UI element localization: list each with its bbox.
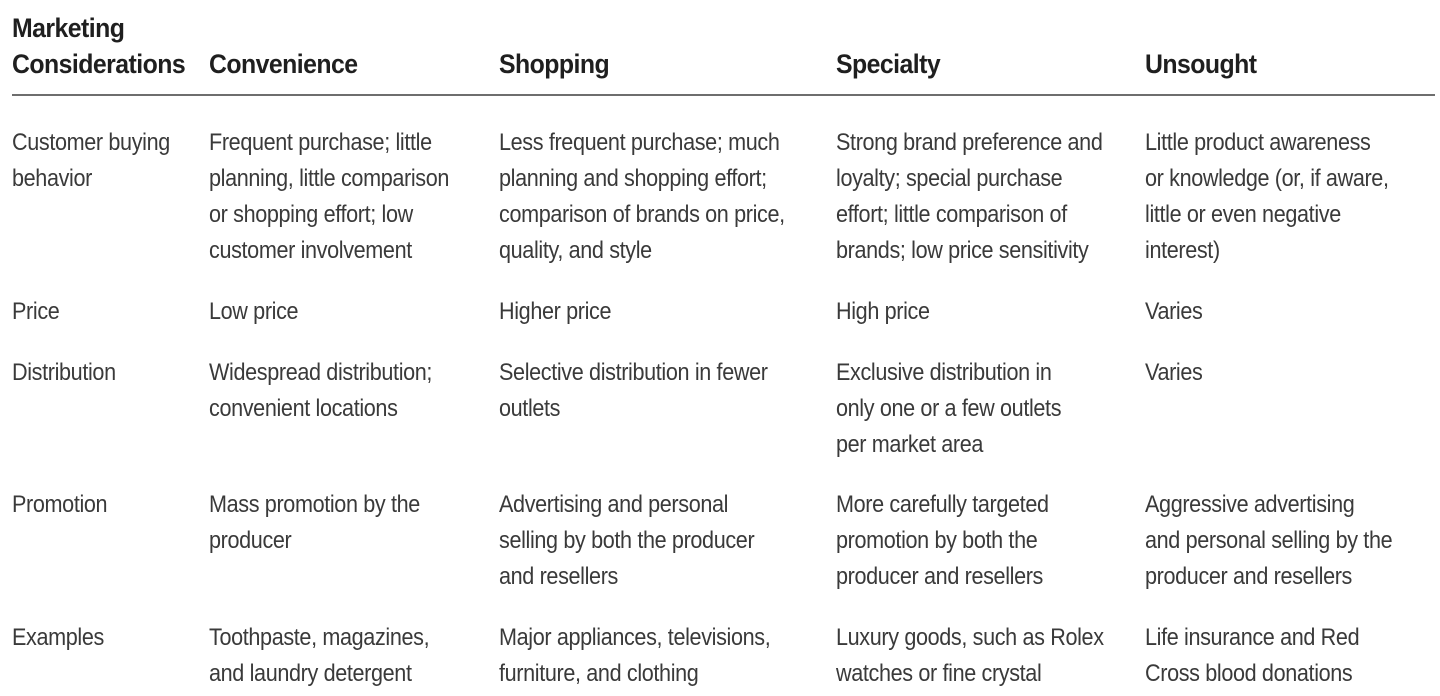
- cell-line: effort; little comparison of: [836, 201, 1067, 228]
- cell-line: Aggressive advertising: [1145, 491, 1355, 518]
- cell-line: Toothpaste, magazines,: [209, 624, 430, 651]
- cell-line: and personal selling by the: [1145, 527, 1393, 554]
- cell-line: producer: [209, 527, 292, 554]
- cell-line: Selective distribution in fewer: [499, 359, 768, 386]
- cell-line: Mass promotion by the: [209, 491, 420, 518]
- cell-line: Widespread distribution;: [209, 359, 433, 386]
- row-label-promotion: Promotion: [12, 487, 183, 523]
- cell-line: producer and resellers: [836, 563, 1043, 590]
- row-label-examples: Examples: [12, 620, 183, 656]
- cell-line: Price: [12, 298, 60, 325]
- cell-line: Higher price: [499, 298, 612, 325]
- cell-line: or knowledge (or, if aware,: [1145, 165, 1389, 192]
- row-label-distribution: Distribution: [12, 355, 183, 391]
- cell-line: promotion by both the: [836, 527, 1038, 554]
- cell-promotion-convenience: Mass promotion by the producer: [209, 487, 461, 559]
- cell-line: planning, little comparison: [209, 165, 450, 192]
- cell-promotion-shopping: Advertising and personal selling by both…: [499, 487, 796, 595]
- cell-examples-convenience: Toothpaste, magazines, and laundry deter…: [209, 620, 461, 692]
- cell-line: furniture, and clothing: [499, 660, 699, 687]
- cell-line: brands; low price sensitivity: [836, 237, 1089, 264]
- cell-line: outlets: [499, 395, 561, 422]
- row-label-price: Price: [12, 294, 183, 330]
- cell-line: Frequent purchase; little: [209, 129, 432, 156]
- cell-line: Less frequent purchase; much: [499, 129, 780, 156]
- cell-line: More carefully targeted: [836, 491, 1049, 518]
- cell-behavior-convenience: Frequent purchase; little planning, litt…: [209, 125, 461, 269]
- cell-price-unsought: Varies: [1145, 294, 1402, 330]
- cell-distribution-specialty: Exclusive distribution in only one or a …: [836, 355, 1106, 463]
- cell-line: Examples: [12, 624, 104, 651]
- header-convenience: Convenience: [209, 49, 358, 79]
- cell-line: behavior: [12, 165, 92, 192]
- cell-line: Varies: [1145, 298, 1203, 325]
- cell-line: Life insurance and Red: [1145, 624, 1360, 651]
- cell-line: or shopping effort; low: [209, 201, 413, 228]
- cell-behavior-shopping: Less frequent purchase; much planning an…: [499, 125, 796, 269]
- cell-line: selling by both the producer: [499, 527, 755, 554]
- cell-line: customer involvement: [209, 237, 412, 264]
- cell-line: convenient locations: [209, 395, 398, 422]
- cell-behavior-specialty: Strong brand preference and loyalty; spe…: [836, 125, 1106, 269]
- cell-line: interest): [1145, 237, 1220, 264]
- cell-line: per market area: [836, 431, 984, 458]
- row-label-customer-buying-behavior: Customer buying behavior: [12, 125, 183, 197]
- cell-line: loyalty; special purchase: [836, 165, 1063, 192]
- header-shopping: Shopping: [499, 49, 610, 79]
- cell-line: Luxury goods, such as Rolex: [836, 624, 1104, 651]
- cell-line: watches or fine crystal: [836, 660, 1042, 687]
- cell-line: Little product awareness: [1145, 129, 1371, 156]
- cell-price-convenience: Low price: [209, 294, 461, 330]
- header-unsought: Unsought: [1145, 49, 1257, 79]
- cell-line: producer and resellers: [1145, 563, 1352, 590]
- cell-line: Promotion: [12, 491, 108, 518]
- cell-distribution-convenience: Widespread distribution; convenient loca…: [209, 355, 461, 427]
- cell-line: Distribution: [12, 359, 116, 386]
- header-line: Marketing: [12, 13, 125, 43]
- cell-distribution-shopping: Selective distribution in fewer outlets: [499, 355, 796, 427]
- cell-line: Customer buying: [12, 129, 170, 156]
- cell-line: Cross blood donations: [1145, 660, 1353, 687]
- cell-line: planning and shopping effort;: [499, 165, 767, 192]
- cell-line: and resellers: [499, 563, 618, 590]
- cell-examples-unsought: Life insurance and Red Cross blood donat…: [1145, 620, 1402, 692]
- cell-price-specialty: High price: [836, 294, 1106, 330]
- cell-line: Strong brand preference and: [836, 129, 1103, 156]
- cell-line: only one or a few outlets: [836, 395, 1062, 422]
- cell-price-shopping: Higher price: [499, 294, 796, 330]
- cell-line: comparison of brands on price,: [499, 201, 785, 228]
- cell-examples-specialty: Luxury goods, such as Rolex watches or f…: [836, 620, 1106, 692]
- cell-line: Low price: [209, 298, 299, 325]
- cell-line: High price: [836, 298, 930, 325]
- cell-line: Varies: [1145, 359, 1203, 386]
- cell-distribution-unsought: Varies: [1145, 355, 1402, 391]
- cell-line: quality, and style: [499, 237, 652, 264]
- cell-promotion-specialty: More carefully targeted promotion by bot…: [836, 487, 1106, 595]
- cell-promotion-unsought: Aggressive advertising and personal sell…: [1145, 487, 1402, 595]
- cell-line: and laundry detergent: [209, 660, 412, 687]
- cell-line: little or even negative: [1145, 201, 1341, 228]
- cell-line: Exclusive distribution in: [836, 359, 1052, 386]
- header-divider: [12, 94, 1435, 96]
- cell-examples-shopping: Major appliances, televisions, furniture…: [499, 620, 796, 692]
- header-specialty: Specialty: [836, 49, 941, 79]
- cell-line: Advertising and personal: [499, 491, 729, 518]
- cell-line: Major appliances, televisions,: [499, 624, 771, 651]
- header-marketing-considerations: Marketing Considerations: [12, 10, 196, 82]
- header-line: Considerations: [12, 49, 186, 79]
- cell-behavior-unsought: Little product awareness or knowledge (o…: [1145, 125, 1402, 269]
